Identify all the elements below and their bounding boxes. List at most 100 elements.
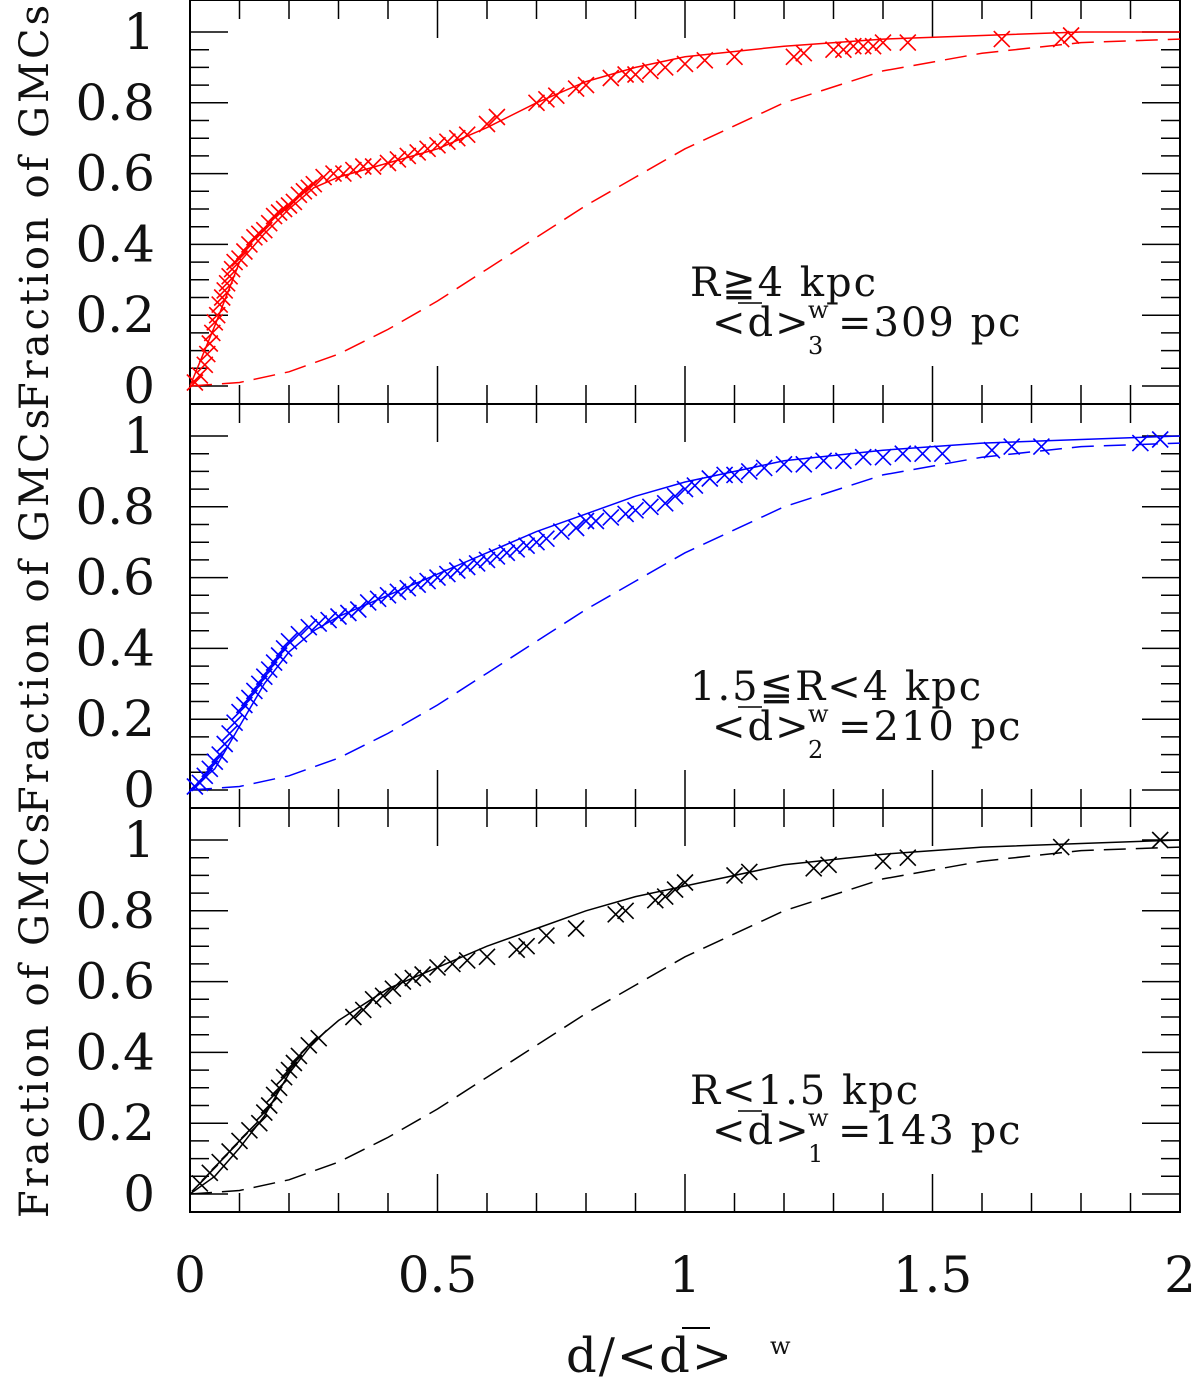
data-point bbox=[255, 668, 273, 686]
data-point bbox=[468, 554, 486, 572]
random-distribution-curve bbox=[189, 442, 1181, 791]
panel-annotation-value: =143 pc bbox=[838, 1108, 1023, 1154]
y-tick-label: 1 bbox=[123, 3, 155, 61]
data-point bbox=[329, 607, 348, 626]
data-point bbox=[854, 448, 872, 466]
data-point bbox=[488, 547, 506, 565]
y-tick-label: 0.8 bbox=[75, 882, 155, 940]
x-tick-label: 2 bbox=[1164, 1246, 1196, 1304]
data-point bbox=[265, 1086, 283, 1104]
data-point bbox=[349, 600, 367, 619]
data-point bbox=[419, 140, 437, 158]
y-tick-label: 0 bbox=[123, 1165, 155, 1223]
annotation-superscript: w bbox=[808, 1104, 829, 1132]
data-point bbox=[725, 48, 744, 66]
data-point bbox=[805, 859, 823, 877]
data-point bbox=[196, 767, 214, 785]
data-point bbox=[359, 593, 377, 611]
data-point bbox=[240, 1121, 258, 1139]
data-point bbox=[344, 1008, 362, 1026]
x-axis-label-superscript: w bbox=[770, 1332, 791, 1360]
fit-curve bbox=[189, 839, 1181, 1195]
panel-inner: 0 0.2 0.4 0.6 0.8 1 R<1.5 kpc<d>w 1 =143 pc Fract… bbox=[12, 807, 1181, 1223]
data-point bbox=[617, 902, 635, 920]
data-point bbox=[1151, 831, 1169, 849]
panel-annotation-mean: <d> bbox=[712, 1108, 811, 1154]
data-point bbox=[552, 523, 570, 541]
data-point bbox=[1052, 838, 1070, 856]
fit-curve bbox=[189, 435, 1181, 791]
data-point bbox=[740, 462, 758, 480]
data-point bbox=[567, 519, 585, 537]
data-point bbox=[235, 242, 253, 261]
data-point bbox=[577, 512, 595, 530]
data-point bbox=[300, 1036, 318, 1054]
data-point bbox=[785, 48, 803, 66]
data-point bbox=[834, 41, 852, 59]
panel-annotation-value: =210 pc bbox=[838, 704, 1023, 750]
data-point bbox=[379, 154, 397, 172]
data-point bbox=[275, 200, 293, 218]
panel-outer: 0 0.2 0.4 0.6 0.8 1 R≧4 kpc<d>w 3 =309 pc Fractio… bbox=[12, 0, 1181, 415]
data-point bbox=[508, 941, 526, 959]
data-point bbox=[448, 561, 466, 580]
data-point bbox=[815, 452, 833, 470]
y-tick-label: 1 bbox=[123, 407, 155, 465]
data-point bbox=[527, 94, 546, 112]
data-point bbox=[240, 689, 258, 707]
y-tick-label: 0 bbox=[123, 761, 155, 819]
data-point bbox=[196, 356, 214, 374]
data-point bbox=[364, 990, 382, 1008]
data-point bbox=[201, 334, 219, 353]
data-point bbox=[186, 373, 204, 392]
data-point bbox=[676, 873, 694, 892]
data-point bbox=[567, 919, 585, 938]
data-point bbox=[221, 724, 239, 742]
y-tick-label: 0.2 bbox=[75, 1094, 155, 1152]
data-point bbox=[404, 969, 422, 987]
data-point bbox=[498, 544, 516, 562]
data-point bbox=[795, 44, 813, 62]
annotation-subscript: 1 bbox=[808, 1140, 823, 1168]
data-point bbox=[983, 441, 1001, 459]
y-tick-label: 0.6 bbox=[75, 953, 155, 1011]
data-point bbox=[488, 108, 506, 126]
data-point bbox=[478, 948, 496, 966]
data-point bbox=[1032, 438, 1050, 456]
annotation-superscript: w bbox=[808, 700, 829, 728]
random-distribution-curve bbox=[189, 38, 1181, 387]
data-point bbox=[448, 129, 466, 147]
data-point bbox=[607, 905, 625, 923]
panel-annotation-value: =309 pc bbox=[838, 300, 1023, 346]
y-axis-label: Fraction of GMCs bbox=[12, 2, 58, 410]
panel-annotation-region: R≧4 kpc bbox=[690, 260, 878, 306]
data-point bbox=[1052, 30, 1070, 48]
data-point bbox=[389, 150, 407, 168]
data-point bbox=[666, 881, 684, 899]
data-point bbox=[696, 51, 714, 69]
y-tick-label: 0.4 bbox=[75, 619, 155, 677]
data-point bbox=[230, 250, 249, 268]
fit-curve bbox=[189, 31, 1180, 387]
data-point bbox=[656, 494, 674, 512]
data-point bbox=[399, 147, 417, 165]
data-point bbox=[315, 168, 333, 186]
y-tick-label: 0.6 bbox=[75, 145, 155, 203]
y-tick-label: 1 bbox=[123, 811, 155, 869]
data-point bbox=[537, 530, 555, 548]
data-point bbox=[656, 58, 674, 76]
data-point bbox=[458, 126, 476, 144]
data-point bbox=[208, 306, 226, 324]
data-point bbox=[1151, 430, 1169, 449]
data-point bbox=[230, 703, 249, 721]
data-point bbox=[310, 1029, 328, 1047]
data-point bbox=[394, 973, 412, 991]
annotation-subscript: 2 bbox=[808, 736, 823, 764]
data-point bbox=[602, 508, 620, 526]
data-point bbox=[218, 274, 236, 292]
data-point bbox=[676, 55, 694, 73]
data-point bbox=[255, 1104, 273, 1122]
data-point bbox=[255, 221, 273, 239]
x-axis: 0 0.5 1 1.5 2 bbox=[174, 1246, 1196, 1304]
